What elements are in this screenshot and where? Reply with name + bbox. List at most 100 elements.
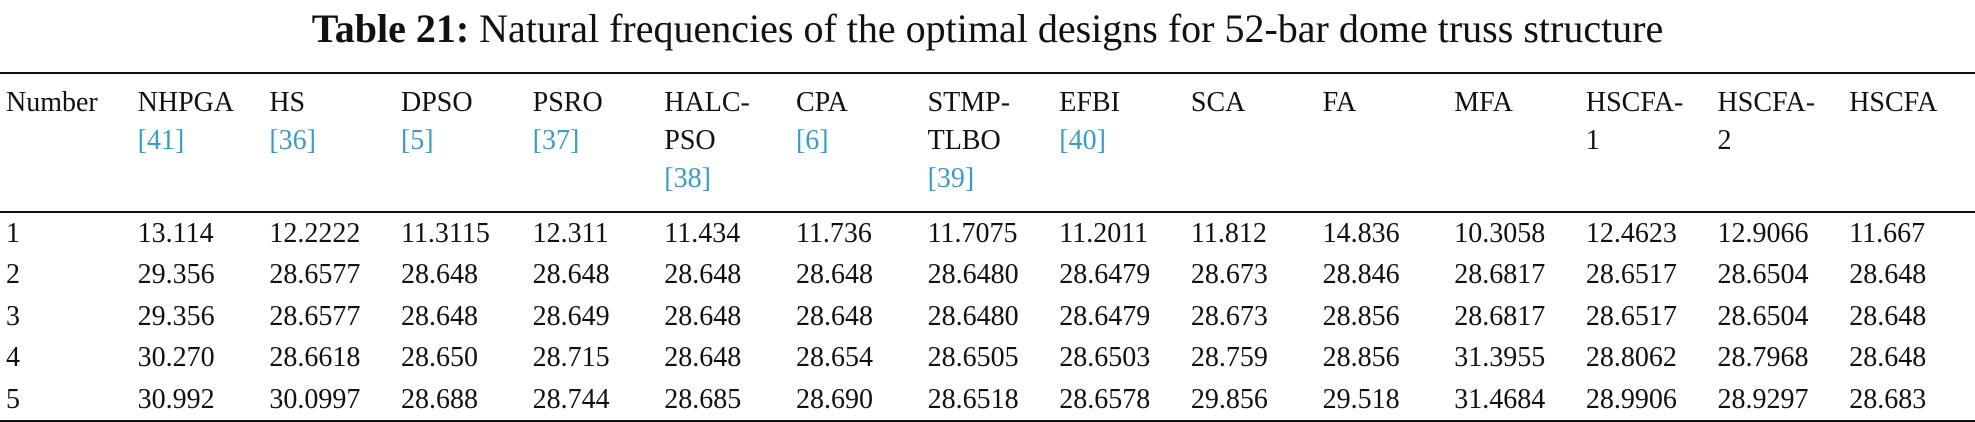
frequency-cell: 28.846 [1322, 259, 1400, 291]
table-caption: Table 21: Natural frequencies of the opti… [0, 0, 1975, 72]
column-header: HS [36] [263, 73, 395, 212]
frequency-cell: 28.673 [1190, 259, 1268, 291]
frequency-cell: 28.648 [664, 259, 742, 291]
frequency-cell: 28.6817 [1454, 300, 1546, 332]
column-header: Number [0, 73, 132, 212]
citation: [39] [927, 163, 975, 194]
column-header: CPA [6] [790, 73, 922, 212]
frequency-cell: 28.648 [532, 259, 610, 291]
frequency-cell: 28.6505 [927, 342, 1019, 374]
frequency-cell: 28.673 [1190, 300, 1268, 332]
header-label: HSCFA-1 [1585, 87, 1684, 156]
header-label: HSCFA-2 [1717, 87, 1816, 156]
frequency-cell: 28.856 [1322, 300, 1400, 332]
frequency-cell: 28.6504 [1717, 259, 1809, 291]
frequency-cell: 14.836 [1322, 218, 1400, 249]
frequency-cell: 29.856 [1190, 383, 1268, 415]
frequency-cell: 28.6618 [269, 342, 361, 374]
frequency-cell: 28.6518 [927, 383, 1019, 415]
frequency-cell: 28.648 [1849, 342, 1927, 374]
header-label: SCA [1190, 87, 1246, 118]
frequency-cell: 11.2011 [1059, 218, 1149, 249]
frequency-cell: 10.3058 [1454, 218, 1546, 249]
frequency-cell: 11.7075 [927, 218, 1018, 249]
header-label: DPSO [400, 87, 473, 118]
citation: [41] [137, 125, 185, 156]
frequency-cell: 28.648 [1849, 259, 1927, 291]
mode-number: 4 [6, 342, 20, 374]
citation: [37] [532, 125, 580, 156]
frequency-cell: 28.715 [532, 342, 610, 374]
frequency-cell: 28.648 [664, 342, 742, 374]
mode-number: 1 [6, 218, 20, 249]
mode-number: 5 [6, 383, 20, 415]
header-label: FA [1322, 87, 1357, 118]
frequency-cell: 28.649 [532, 300, 610, 332]
frequency-cell: 28.6517 [1585, 259, 1677, 291]
column-header: HSCFA [1843, 73, 1975, 212]
header-label: HS [269, 87, 306, 118]
citation: [5] [400, 125, 434, 156]
frequency-cell: 28.9906 [1585, 383, 1677, 415]
caption-text: Natural frequencies of the optimal desig… [479, 6, 1664, 51]
frequency-cell: 28.648 [400, 300, 478, 332]
citation: [36] [269, 125, 316, 156]
frequency-cell: 28.6577 [269, 300, 361, 332]
frequency-cell: 31.3955 [1454, 342, 1546, 374]
frequency-cell: 28.6817 [1454, 259, 1546, 291]
frequency-cell: 28.759 [1190, 342, 1268, 374]
frequency-cell: 28.6517 [1585, 300, 1677, 332]
frequency-cell: 28.648 [664, 300, 742, 332]
frequency-cell: 28.856 [1322, 342, 1400, 374]
frequency-cell: 30.0997 [269, 383, 361, 415]
header-label: HSCFA [1849, 87, 1938, 118]
frequency-cell: 28.688 [400, 383, 478, 415]
column-header: HALC-PSO [38] [658, 73, 790, 212]
frequency-cell: 28.6504 [1717, 300, 1809, 332]
frequency-cell: 28.654 [795, 342, 873, 374]
frequency-cell: 28.648 [400, 259, 478, 291]
frequency-cell: 28.648 [1849, 300, 1927, 332]
header-label: EFBI [1059, 87, 1120, 118]
column-header: HSCFA-1 [1580, 73, 1712, 212]
column-header: SCA [1185, 73, 1317, 212]
header-label: STMP-TLBO [927, 87, 1011, 156]
frequency-cell: 28.650 [400, 342, 478, 374]
frequency-cell: 12.311 [532, 218, 609, 249]
mode-number: 3 [6, 300, 20, 332]
table-row: 1 13.114 12.2222 11.3115 12.311 11.434 11.736 1… [0, 212, 1975, 254]
frequency-cell: 11.812 [1190, 218, 1267, 249]
frequency-cell: 28.7968 [1717, 342, 1809, 374]
header-row: Number NHPGA [41] HS [36] DPSO [5] PSRO [37] HALC… [0, 73, 1975, 212]
frequency-cell: 28.6578 [1059, 383, 1151, 415]
frequency-cell: 30.270 [137, 342, 215, 374]
frequency-cell: 28.6479 [1059, 259, 1151, 291]
column-header: PSRO [37] [527, 73, 659, 212]
frequency-cell: 12.4623 [1585, 218, 1677, 249]
frequency-cell: 29.356 [137, 300, 215, 332]
frequency-cell: 11.434 [664, 218, 741, 249]
frequency-cell: 13.114 [137, 218, 214, 249]
frequency-cell: 28.6480 [927, 259, 1019, 291]
column-header: HSCFA-2 [1712, 73, 1844, 212]
table: Number NHPGA [41] HS [36] DPSO [5] PSRO [37] HALC… [0, 72, 1975, 422]
frequency-cell: 28.648 [795, 259, 873, 291]
frequency-cell: 28.683 [1849, 383, 1927, 415]
frequency-cell: 28.9297 [1717, 383, 1809, 415]
frequency-cell: 30.992 [137, 383, 215, 415]
frequency-cell: 29.356 [137, 259, 215, 291]
frequency-cell: 11.3115 [400, 218, 490, 249]
header-label: NHPGA [137, 87, 235, 118]
column-header: DPSO [5] [395, 73, 527, 212]
frequency-cell: 12.9066 [1717, 218, 1809, 249]
frequency-cell: 11.667 [1849, 218, 1926, 249]
frequency-cell: 28.744 [532, 383, 610, 415]
table-row: 5 30.992 30.0997 28.688 28.744 28.685 28.690 28… [0, 379, 1975, 421]
table-row: 4 30.270 28.6618 28.650 28.715 28.648 28.654 28… [0, 337, 1975, 379]
caption-label: Table 21: [311, 6, 470, 51]
frequency-cell: 28.8062 [1585, 342, 1677, 374]
frequency-cell: 29.518 [1322, 383, 1400, 415]
column-header: EFBI [40] [1053, 73, 1185, 212]
frequency-cell: 28.690 [795, 383, 873, 415]
